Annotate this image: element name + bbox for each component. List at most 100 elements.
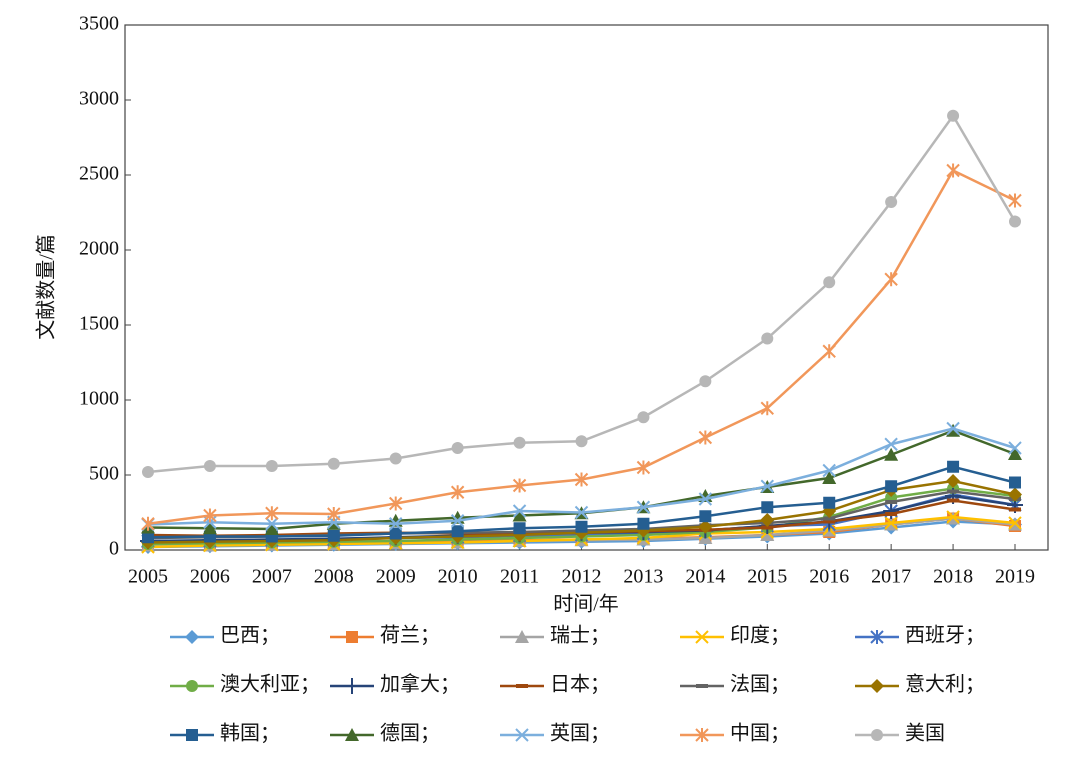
point xyxy=(883,503,900,519)
x-tick-label: 2016 xyxy=(809,566,849,588)
point xyxy=(823,276,836,289)
x-tick-label: 2017 xyxy=(871,566,911,588)
x-tick-label: 2012 xyxy=(562,566,602,588)
legend-label: 澳大利亚； xyxy=(220,673,320,696)
point xyxy=(185,630,199,644)
y-tick-label: 2500 xyxy=(79,163,119,185)
y-tick-label: 3000 xyxy=(79,88,119,110)
point xyxy=(264,522,279,535)
point xyxy=(389,517,403,531)
point xyxy=(1008,447,1022,460)
point xyxy=(884,516,898,530)
point xyxy=(761,501,774,514)
point xyxy=(451,442,464,454)
point xyxy=(884,272,898,287)
point xyxy=(946,510,960,524)
point xyxy=(695,728,709,742)
x-tick-label: 2005 xyxy=(128,566,168,588)
point xyxy=(265,460,278,472)
legend-label: 英国； xyxy=(550,722,610,745)
legend-label: 德国； xyxy=(380,722,440,745)
point xyxy=(142,531,154,544)
point xyxy=(142,466,154,478)
x-tick-label: 2010 xyxy=(438,566,478,588)
point xyxy=(695,630,709,644)
point xyxy=(1008,193,1022,208)
y-axis-label: 文献数量/篇 xyxy=(35,234,58,340)
legend-label: 印度； xyxy=(730,624,790,647)
y-tick-label: 3500 xyxy=(79,13,119,35)
x-tick-label: 2018 xyxy=(933,566,973,588)
legend-label: 加拿大； xyxy=(380,672,460,696)
point xyxy=(760,513,775,527)
point xyxy=(946,421,960,436)
point xyxy=(389,527,402,540)
point xyxy=(698,519,713,534)
point xyxy=(327,507,341,521)
point xyxy=(822,471,837,484)
point xyxy=(698,492,713,506)
point xyxy=(512,478,527,493)
point xyxy=(760,401,774,416)
point xyxy=(760,479,774,493)
series: 美国 xyxy=(142,109,1021,745)
point xyxy=(575,435,588,448)
point xyxy=(637,411,650,424)
legend-label: 西班牙； xyxy=(905,624,985,647)
point xyxy=(761,332,774,345)
point xyxy=(141,516,155,531)
point xyxy=(699,375,712,388)
series: 英国； xyxy=(141,421,1022,745)
series-line xyxy=(147,113,1017,474)
point xyxy=(575,520,588,533)
point xyxy=(698,430,713,445)
point xyxy=(327,457,340,470)
y-tick-label: 1500 xyxy=(79,313,119,335)
point xyxy=(203,508,217,523)
point xyxy=(512,504,527,518)
point xyxy=(186,729,198,741)
point xyxy=(636,460,651,475)
legend-label: 瑞士； xyxy=(550,624,610,647)
point xyxy=(574,472,589,487)
point xyxy=(265,517,279,531)
point xyxy=(389,496,403,511)
point xyxy=(513,522,526,535)
point xyxy=(574,505,589,520)
y-tick-label: 500 xyxy=(89,463,119,485)
point xyxy=(203,460,216,472)
point xyxy=(636,500,651,514)
x-tick-label: 2014 xyxy=(685,566,725,588)
point xyxy=(202,521,217,535)
point xyxy=(345,728,359,741)
point xyxy=(946,474,961,488)
x-tick-label: 2013 xyxy=(623,566,663,588)
point xyxy=(870,679,884,693)
x-tick-label: 2007 xyxy=(252,566,292,588)
x-tick-label: 2019 xyxy=(995,566,1035,588)
point xyxy=(515,630,529,643)
point xyxy=(344,678,360,694)
x-axis-label: 时间/年 xyxy=(553,593,619,616)
point xyxy=(946,163,960,178)
point xyxy=(870,630,884,644)
legend-label: 美国 xyxy=(905,722,945,745)
point xyxy=(699,510,712,523)
legend-label: 意大利； xyxy=(905,673,985,696)
point xyxy=(637,517,650,530)
point xyxy=(947,109,960,122)
point xyxy=(947,460,960,473)
legend-label: 日本； xyxy=(550,673,610,696)
x-tick-label: 2008 xyxy=(314,566,354,588)
point xyxy=(513,436,526,449)
point xyxy=(512,508,527,522)
point xyxy=(871,729,883,741)
point xyxy=(346,631,358,643)
point xyxy=(186,680,198,692)
y-tick-label: 1000 xyxy=(79,388,119,410)
series: 韩国； xyxy=(142,460,1021,745)
point xyxy=(822,463,836,478)
point xyxy=(327,529,340,542)
